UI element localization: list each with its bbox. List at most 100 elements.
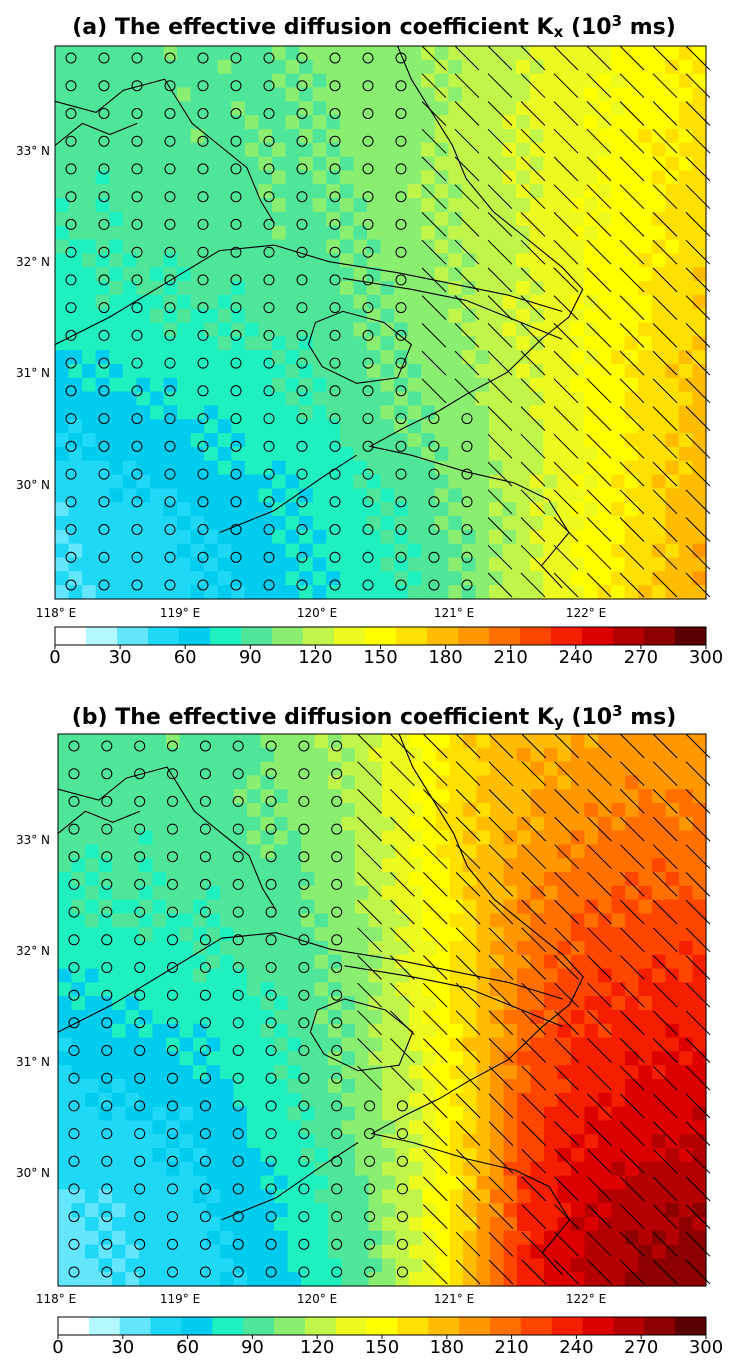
heatmap-cell (244, 502, 260, 517)
wind-barb (357, 1038, 382, 1063)
calm-marker (265, 1155, 277, 1167)
heatmap-cell (274, 1065, 289, 1080)
heatmap-cell (58, 927, 73, 942)
heatmap-cell (326, 142, 341, 158)
heatmap-cell (530, 885, 545, 901)
heatmap-cell (272, 198, 287, 213)
heatmap-cell (570, 225, 585, 241)
wind-barb (553, 461, 579, 487)
heatmap-cell (638, 101, 653, 116)
heatmap-cell (179, 1161, 194, 1177)
heatmap-cell (395, 1079, 410, 1094)
heatmap-cell (58, 1079, 73, 1094)
heatmap-cell (530, 816, 545, 832)
heatmap-cell (339, 557, 354, 572)
heatmap-cell (543, 239, 558, 254)
heatmap-cell (152, 747, 167, 763)
calm-marker (65, 246, 77, 258)
heatmap-cell (529, 198, 544, 213)
heatmap-cell (436, 1065, 451, 1080)
heatmap-cell (394, 405, 409, 420)
heatmap-cell (285, 433, 300, 448)
heatmap-cell (58, 996, 73, 1011)
heatmap-cell (461, 529, 477, 545)
heatmap-cell (220, 1217, 235, 1232)
heatmap-cell (665, 816, 680, 832)
calm-marker (265, 1183, 277, 1195)
calm-marker (232, 1266, 244, 1278)
heatmap-cell (368, 968, 383, 983)
heatmap-cell (112, 1189, 127, 1204)
heatmap-cell (85, 996, 100, 1011)
heatmap-cell (678, 557, 694, 572)
heatmap-cell (530, 1203, 545, 1218)
calm-marker (65, 52, 77, 64)
heatmap-cell (638, 543, 653, 559)
heatmap-cell (503, 803, 518, 818)
heatmap-cell (625, 858, 640, 873)
wind-barb (619, 267, 645, 293)
heatmap-cell (517, 1203, 532, 1218)
heatmap-cell (314, 1134, 329, 1149)
heatmap-cell (571, 830, 586, 845)
heatmap-cell (355, 1065, 370, 1080)
heatmap-cell (692, 1258, 707, 1273)
heatmap-cell (571, 941, 586, 956)
calm-marker (331, 1072, 343, 1084)
heatmap-cell (516, 446, 531, 462)
heatmap-cell (328, 1051, 343, 1066)
heatmap-cell (625, 913, 640, 928)
heatmap-cell (177, 46, 192, 61)
calm-marker (65, 579, 77, 591)
heatmap-cell (652, 1272, 667, 1287)
wind-barb (520, 239, 546, 265)
wind-barb (586, 572, 612, 598)
heatmap-cell (353, 253, 368, 268)
heatmap-cell (353, 294, 368, 310)
heatmap-cell (571, 1106, 586, 1121)
heatmap-cell (217, 391, 232, 407)
heatmap-cell (678, 87, 694, 102)
heatmap-cell (638, 502, 653, 517)
heatmap-cell (341, 968, 356, 983)
heatmap-cell (557, 1120, 572, 1135)
heatmap-cell (597, 281, 612, 296)
heatmap-cell (517, 927, 532, 942)
heatmap-cell (166, 885, 181, 901)
heatmap-cell (193, 899, 208, 914)
heatmap-cell (136, 557, 151, 572)
heatmap-cell (285, 460, 300, 476)
heatmap-cell (274, 1217, 289, 1232)
heatmap-cell (651, 557, 666, 572)
wind-barb (521, 1204, 547, 1229)
heatmap-cell (312, 142, 327, 158)
calm-marker (263, 440, 275, 452)
heatmap-cell (407, 184, 422, 199)
heatmap-cell (638, 996, 653, 1011)
heatmap-cell (177, 184, 192, 199)
heatmap-cell (272, 184, 287, 199)
heatmap-cell (678, 336, 694, 351)
heatmap-cell (244, 211, 260, 227)
heatmap-cell (233, 941, 248, 956)
heatmap-cell (287, 899, 302, 914)
heatmap-cell (598, 1120, 613, 1135)
heatmap-cell (177, 281, 192, 296)
heatmap-cell (449, 734, 464, 749)
heatmap-cell (461, 46, 477, 61)
heatmap-cell (312, 281, 327, 296)
heatmap-cell (529, 446, 544, 462)
heatmap-cell (490, 1217, 505, 1232)
wind-barb (652, 1093, 678, 1119)
heatmap-cell (584, 844, 599, 859)
heatmap-cell (71, 872, 86, 887)
heatmap-cell (231, 239, 246, 254)
coastline-3 (221, 1142, 359, 1221)
calm-marker (265, 1100, 277, 1112)
heatmap-cell (678, 59, 694, 75)
heatmap-cell (312, 557, 327, 572)
heatmap-cell (152, 954, 167, 970)
heatmap-cell (678, 322, 694, 337)
lon-label-118: 118° E (35, 606, 77, 620)
heatmap-cell (231, 363, 246, 379)
